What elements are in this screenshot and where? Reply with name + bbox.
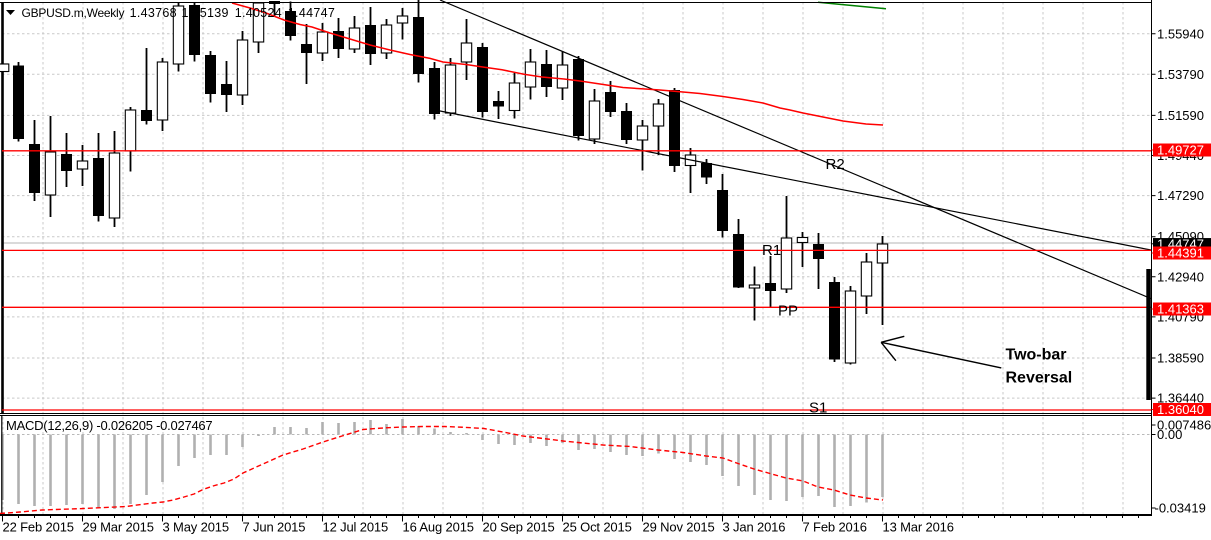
svg-text:R2: R2: [826, 156, 845, 173]
svg-text:3 May 2015: 3 May 2015: [163, 520, 229, 535]
svg-text:1.49727: 1.49727: [1157, 143, 1204, 158]
svg-text:1.51590: 1.51590: [1157, 108, 1204, 123]
svg-text:S1: S1: [809, 400, 827, 417]
svg-text:1.40524: 1.40524: [235, 6, 282, 20]
svg-text:0.007486: 0.007486: [1157, 418, 1211, 433]
svg-text:16 Aug 2015: 16 Aug 2015: [403, 520, 474, 535]
svg-text:0.00: 0.00: [1157, 427, 1182, 442]
svg-text:12 Jul 2015: 12 Jul 2015: [323, 520, 389, 535]
svg-text:1.55940: 1.55940: [1157, 26, 1204, 41]
svg-text:25 Oct 2015: 25 Oct 2015: [563, 520, 632, 535]
svg-text:1.42940: 1.42940: [1157, 269, 1204, 284]
svg-text:29 Mar 2015: 29 Mar 2015: [83, 520, 154, 535]
svg-text:1.36440: 1.36440: [1157, 391, 1204, 406]
svg-text:1.41363: 1.41363: [1157, 302, 1204, 317]
svg-text:3 Jan 2016: 3 Jan 2016: [723, 520, 786, 535]
svg-text:1.44391: 1.44391: [1157, 246, 1204, 261]
svg-text:1.36040: 1.36040: [1157, 402, 1204, 417]
svg-text:29 Nov 2015: 29 Nov 2015: [643, 520, 715, 535]
svg-text:22 Feb 2015: 22 Feb 2015: [3, 520, 74, 535]
svg-text:MACD(12,26,9) -0.026205 -0.027: MACD(12,26,9) -0.026205 -0.027467: [6, 418, 212, 433]
svg-text:1.44747: 1.44747: [288, 6, 335, 20]
svg-text:1.47290: 1.47290: [1157, 188, 1204, 203]
svg-text:Two-bar: Two-bar: [1006, 347, 1067, 364]
svg-text:GBPUSD.m,Weekly: GBPUSD.m,Weekly: [22, 6, 125, 20]
svg-text:Reversal: Reversal: [1006, 369, 1073, 386]
svg-text:1.45139: 1.45139: [182, 6, 229, 20]
svg-text:20 Sep 2015: 20 Sep 2015: [483, 520, 555, 535]
svg-text:R1: R1: [762, 242, 781, 259]
svg-text:-0.03419: -0.03419: [1155, 501, 1206, 516]
svg-text:13 Mar 2016: 13 Mar 2016: [883, 520, 954, 535]
svg-text:7 Feb 2016: 7 Feb 2016: [803, 520, 867, 535]
svg-text:7 Jun 2015: 7 Jun 2015: [243, 520, 306, 535]
svg-text:1.53790: 1.53790: [1157, 67, 1204, 82]
svg-text:1.43768: 1.43768: [130, 6, 177, 20]
svg-text:1.38590: 1.38590: [1157, 351, 1204, 366]
svg-text:PP: PP: [778, 303, 798, 320]
